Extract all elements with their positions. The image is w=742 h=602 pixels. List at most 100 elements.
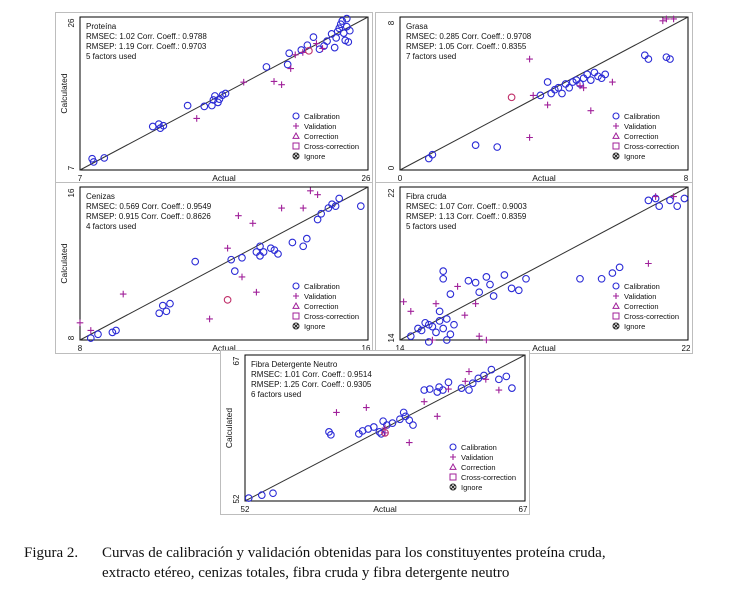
chart-stat-line: RMSEC: 0.569 Corr. Coeff.: 0.9549 [86,202,212,211]
data-points [244,365,516,502]
calibration-point [417,326,426,335]
calibration-point [335,24,344,33]
calibration-point [489,292,498,300]
calibration-point [424,320,433,329]
calibration-point [375,428,384,436]
validation-point [314,191,321,198]
legend-marker [613,323,619,329]
legend-marker [450,484,456,490]
legend-marker [612,131,620,139]
calibration-point [335,194,344,203]
legend-marker [292,152,300,160]
validation-point [526,134,533,141]
calibration-point [680,194,689,203]
legend-label: Calibration [304,112,340,121]
calibration-point [543,78,552,86]
calibration-point [601,70,610,79]
calibration-point [597,274,606,283]
calibration-point [303,41,312,50]
regression-line [79,186,369,341]
panel-border [55,182,373,354]
calibration-point [317,209,326,218]
calibration-point [288,238,297,247]
legend-label: Calibration [461,443,497,452]
calibration-point [154,120,163,128]
regression-line [399,16,689,171]
legend: CalibrationValidationCorrectionCross-cor… [449,443,516,492]
calibration-point [227,255,236,264]
chart-stat-line: RMSEC: 1.02 Corr. Coeff.: 0.9788 [86,32,207,41]
x-tick-label-min: 7 [78,174,83,183]
validation-point [400,298,407,306]
y-tick-label-min: 14 [387,333,396,342]
validation-point [544,101,551,109]
y-tick-label-max: 67 [232,356,241,365]
calibration-point [480,371,488,380]
calibration-point [464,276,473,285]
panel-border [220,350,530,515]
legend-marker [612,112,620,120]
legend-label: Validation [624,122,656,131]
validation-point [270,78,278,85]
legend-marker [292,282,300,290]
x-tick-label-min: 8 [78,344,83,353]
calibration-point [522,274,530,283]
validation-point [253,288,260,296]
legend-label: Ignore [461,483,482,492]
calibration-point [576,274,584,283]
legend-marker [449,473,457,481]
legend: CalibrationValidationCorrectionCross-cor… [612,282,679,331]
chart-title: Fibra cruda [406,192,447,201]
x-axis-label: Actual [532,343,556,353]
calibration-point [482,273,491,281]
validation-point [278,204,285,212]
calibration-point [338,17,347,25]
validation-point [224,244,231,252]
validation-point [420,398,428,406]
legend-marker [292,322,300,330]
calibration-point [471,141,480,149]
calibration-point [644,196,653,205]
calibration-point [230,267,239,275]
calibration-point [86,334,95,342]
calibration-point [183,101,192,110]
calibration-point [259,248,268,256]
chart-stat-line: RMSEC: 1.07 Corr. Coeff.: 0.9003 [406,202,527,211]
legend-label: Correction [624,132,659,141]
calibration-point [439,274,448,283]
legend-marker [292,131,300,139]
chart-stat-line: RMSEP: 1.19 Corr. Coeff.: 0.9703 [86,42,207,51]
validation-point [363,404,370,411]
calibration-point [508,384,516,392]
calibration-point [444,378,453,387]
regression-line [79,16,369,171]
x-tick-label-max: 26 [362,174,371,183]
legend-label: Correction [304,132,339,141]
validation-point [206,315,213,323]
validation-point [307,187,314,195]
calibration-point [465,386,473,394]
calibration-point [421,318,430,327]
chart-title: Proteína [86,22,117,31]
legend-label: Calibration [304,282,340,291]
x-axis-label: Actual [212,343,236,353]
calibration-point [468,379,477,388]
calibration-point [487,365,496,374]
x-tick-label-max: 67 [519,505,528,514]
validation-point [249,220,257,227]
calibration-point [502,372,511,381]
calibration-point [514,286,523,295]
legend-marker [449,483,457,491]
calibration-point [583,70,592,79]
validation-point [76,319,84,327]
calibration-point [666,55,674,63]
legend-label: Correction [624,302,659,311]
chart-stat-line: RMSEC: 1.01 Corr. Coeff.: 0.9514 [251,370,372,379]
calibration-point [439,324,448,333]
chart-title: Fibra Detergente Neutro [251,360,338,369]
validation-point [291,51,299,59]
y-tick-label-min: 7 [67,165,76,170]
